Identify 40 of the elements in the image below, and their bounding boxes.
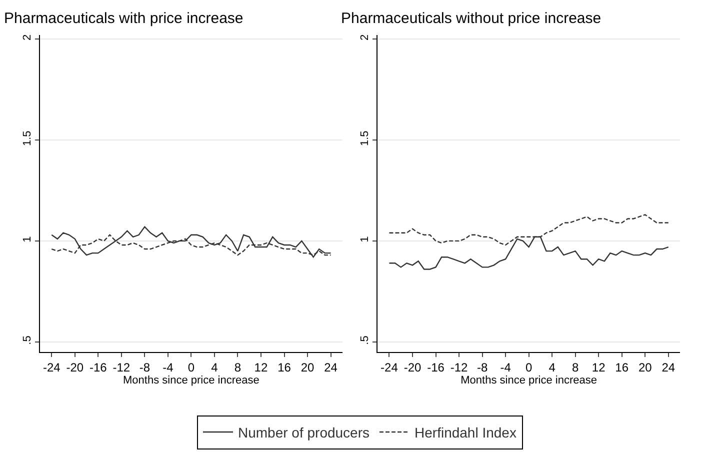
x-tick-label: 8: [572, 360, 579, 374]
x-tick-label: 12: [254, 360, 268, 374]
x-tick-label: 8: [234, 360, 242, 374]
x-tick-label: 20: [638, 360, 652, 374]
x-tick-label: 24: [662, 360, 676, 374]
x-tick-label: 0: [188, 360, 195, 374]
x-tick-label: -8: [139, 360, 150, 374]
x-tick-label: 4: [211, 360, 218, 374]
legend-label: Number of producers: [238, 424, 370, 440]
x-tick-label: 4: [548, 360, 556, 374]
x-tick-label: -12: [450, 360, 468, 374]
y-tick-label: 1: [359, 236, 372, 242]
x-tick-label: -20: [66, 360, 84, 374]
chart-title: Pharmaceuticals with price increase: [4, 10, 244, 27]
x-tick-label: 16: [615, 360, 629, 374]
y-tick-label: 1: [22, 236, 34, 242]
x-tick-label: -16: [427, 360, 445, 374]
y-tick-label: 1.5: [359, 130, 372, 146]
y-tick-label: 2: [22, 34, 34, 40]
x-tick-label: 16: [278, 360, 292, 374]
x-tick-label: -12: [112, 360, 130, 374]
x-tick-label: 20: [300, 360, 315, 374]
x-tick-label: -20: [404, 360, 422, 374]
x-tick-label: -4: [162, 360, 174, 374]
x-tick-label: -8: [476, 360, 488, 374]
y-tick-label: .5: [22, 336, 34, 345]
x-tick-label: -4: [500, 360, 512, 374]
x-tick-label: -24: [380, 360, 398, 374]
y-tick-label: 1.5: [22, 130, 34, 146]
x-axis-title: Months since price increase: [460, 374, 597, 387]
chart-title: Pharmaceuticals without price increase: [341, 10, 602, 27]
y-tick-label: 2: [359, 34, 372, 40]
y-tick-label: .5: [359, 336, 372, 345]
x-tick-label: 24: [324, 360, 338, 374]
x-tick-label: -24: [42, 360, 61, 374]
legend-label: Herfindahl Index: [414, 424, 516, 440]
x-axis-title: Months since price increase: [123, 374, 260, 387]
x-tick-label: -16: [89, 360, 108, 374]
x-tick-label: 0: [525, 360, 532, 374]
x-tick-label: 12: [592, 360, 606, 374]
